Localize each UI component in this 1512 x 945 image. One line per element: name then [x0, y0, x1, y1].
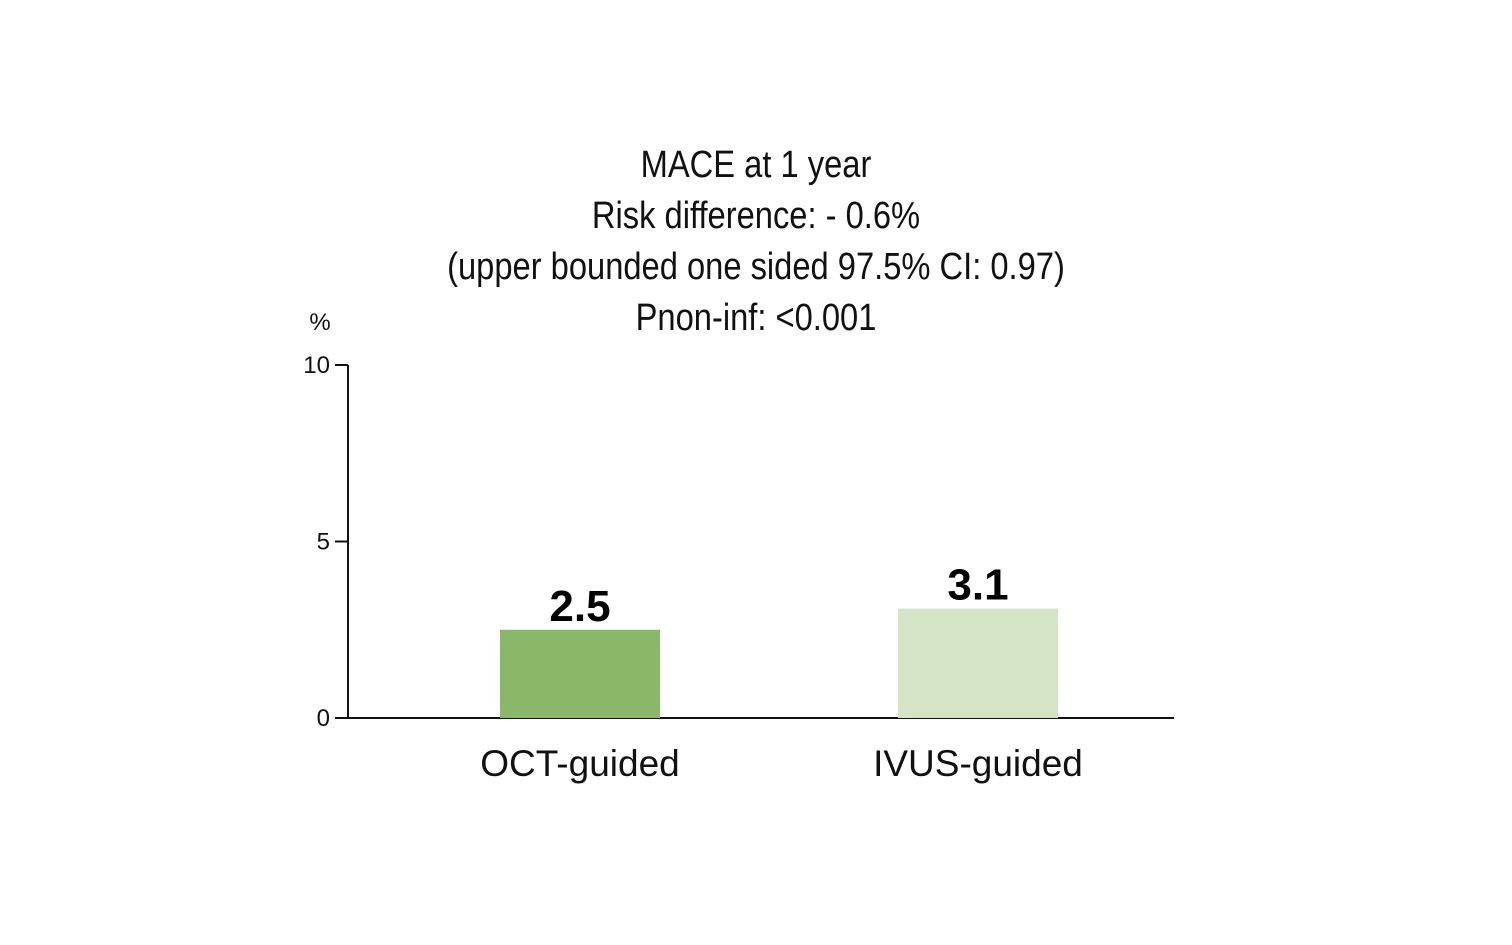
data-label: 2.5 — [549, 582, 610, 631]
bar-ivus-guided — [898, 608, 1058, 718]
chart-subtitle-risk-difference: Risk difference: - 0.6% — [591, 195, 921, 237]
x-category-label: OCT-guided — [480, 743, 680, 784]
y-tick-label: 10 — [303, 352, 330, 379]
y-axis-unit-label: % — [309, 309, 330, 336]
y-tick-label: 5 — [317, 529, 330, 556]
x-category-label: IVUS-guided — [873, 743, 1083, 784]
chart-plot-area: 0 5 10% 2.5 OCT-guided 3.1 IVUS-guided — [303, 309, 1174, 784]
y-tick-label: 0 — [317, 705, 330, 732]
chart-subtitle-confidence-interval: (upper bounded one sided 97.5% CI: 0.97) — [447, 246, 1065, 288]
bar-oct-guided — [500, 629, 660, 718]
data-label: 3.1 — [947, 561, 1008, 610]
chart-subtitle-p-value: Pnon-inf: <0.001 — [635, 297, 877, 339]
chart-title: MACE at 1 year — [640, 144, 872, 186]
chart-title-block: MACE at 1 year Risk difference: - 0.6% (… — [0, 140, 1512, 344]
